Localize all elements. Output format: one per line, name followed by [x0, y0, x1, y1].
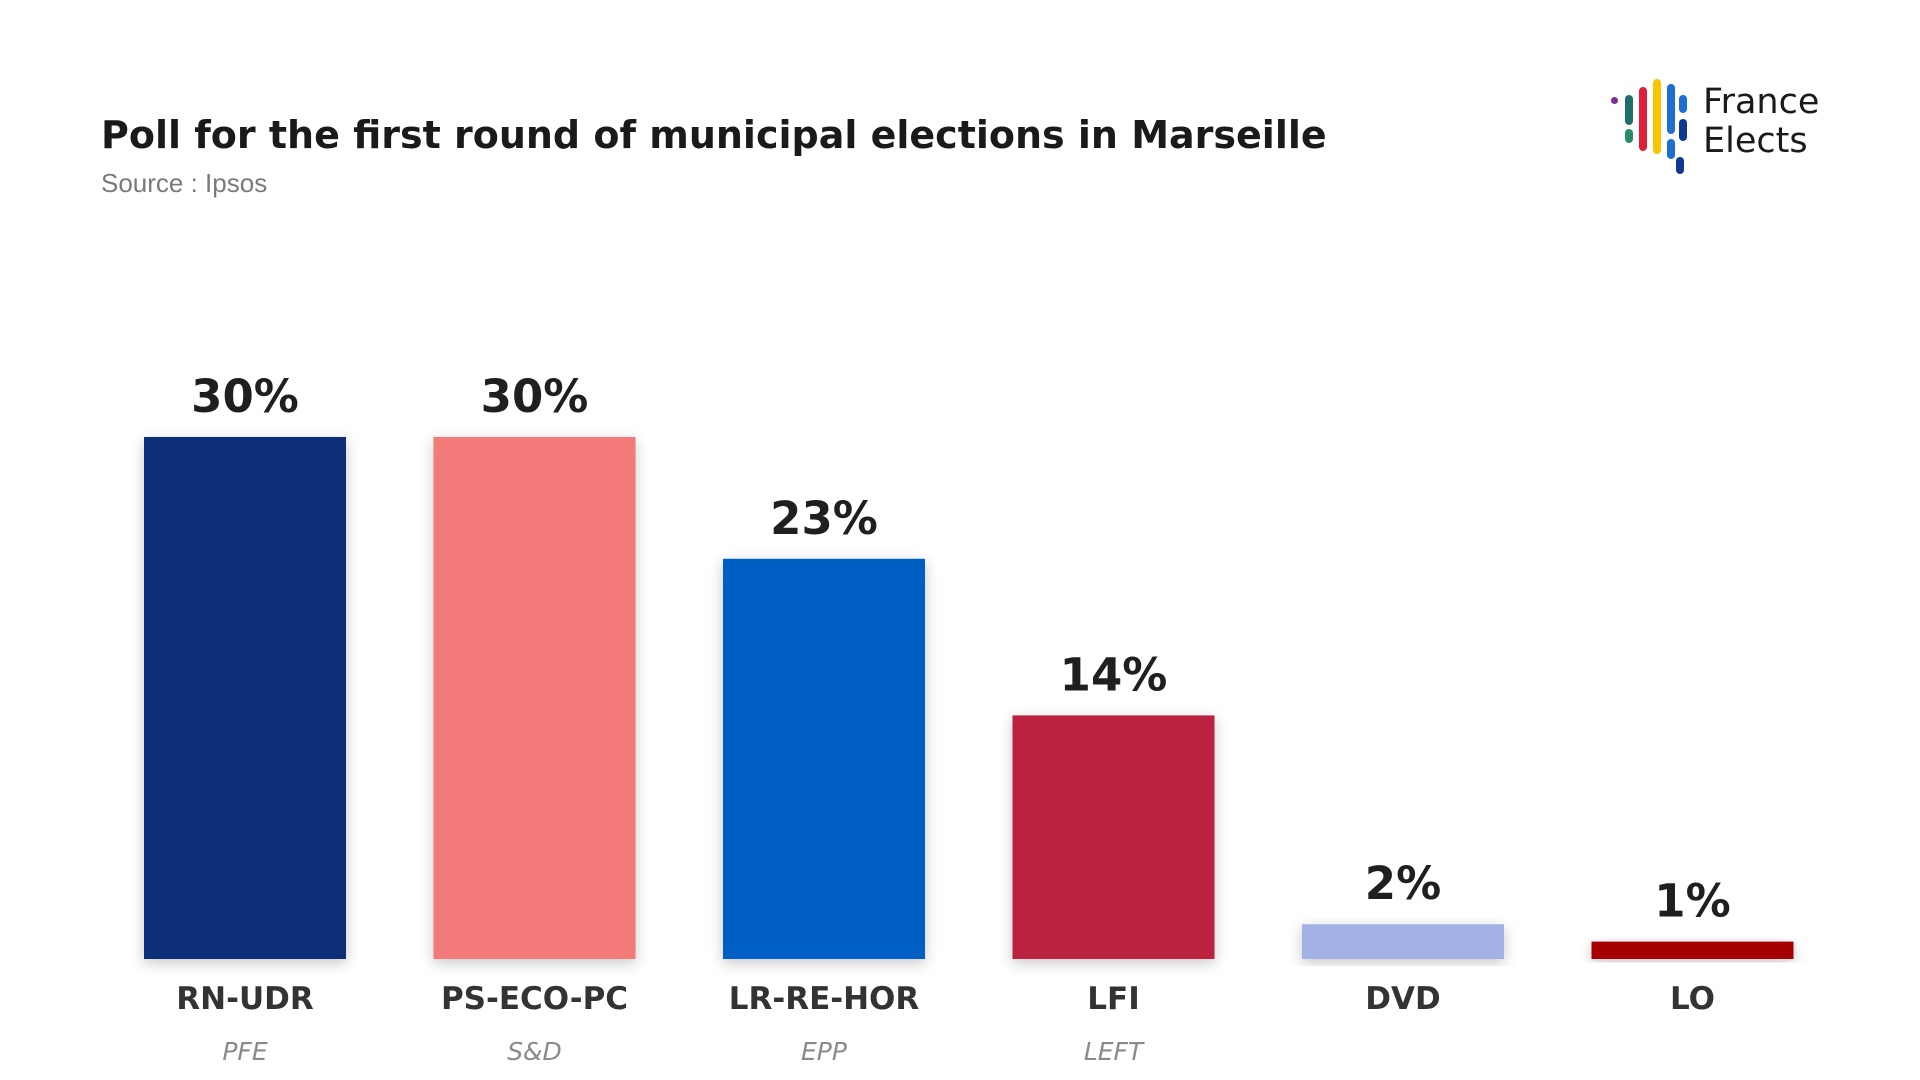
x-tick-label: LFI	[1087, 981, 1139, 1017]
bar	[433, 437, 636, 959]
bar	[1302, 924, 1504, 959]
value-label: 23%	[770, 492, 878, 545]
x-tick-label: PS-ECO-PC	[441, 981, 628, 1017]
bar	[144, 437, 346, 959]
value-label: 30%	[481, 370, 589, 423]
bar	[1591, 941, 1794, 959]
chart-subtitle: Source : Ipsos	[101, 168, 267, 198]
group-label: EPP	[801, 1037, 848, 1066]
x-tick-label: DVD	[1365, 981, 1440, 1017]
x-tick-label: RN-UDR	[176, 981, 314, 1017]
bar	[723, 558, 925, 959]
chart-title: Poll for the first round of municipal el…	[101, 113, 1327, 157]
value-label: 2%	[1365, 857, 1441, 910]
x-tick-label: LR-RE-HOR	[729, 981, 920, 1017]
group-label: LEFT	[1084, 1037, 1145, 1066]
group-label: PFE	[222, 1037, 267, 1066]
x-tick-label: LO	[1670, 981, 1715, 1017]
value-label: 1%	[1654, 875, 1730, 928]
logo-text: France	[1703, 82, 1819, 122]
logo-icon	[1611, 79, 1687, 174]
value-label: 30%	[191, 370, 299, 423]
logo-text: Elects	[1703, 121, 1808, 161]
group-label: S&D	[507, 1037, 562, 1066]
bar	[1012, 715, 1215, 959]
value-label: 14%	[1060, 648, 1168, 701]
